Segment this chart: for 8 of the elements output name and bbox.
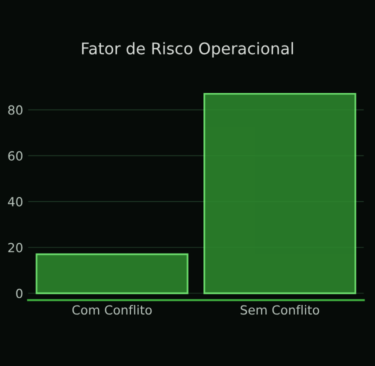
- x-tick-label: Com Conflito: [72, 304, 152, 315]
- y-tick-label: 80: [8, 105, 22, 115]
- y-tick-label: 60: [8, 151, 22, 161]
- chart-title: Fator de Risco Operacional: [82, 42, 293, 58]
- y-tick-label: 20: [8, 242, 22, 252]
- y-tick-label: 40: [8, 197, 22, 206]
- x-tick-label: Sem Conflito: [240, 304, 320, 315]
- y-tick-label: 0: [16, 288, 22, 298]
